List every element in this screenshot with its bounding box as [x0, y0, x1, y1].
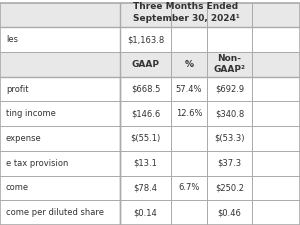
Bar — [0, 151, 300, 176]
Bar — [0, 176, 300, 200]
Bar — [0, 101, 300, 126]
Text: GAAP: GAAP — [131, 60, 160, 69]
Bar — [0, 2, 300, 27]
Text: %: % — [184, 60, 194, 69]
Text: $340.8: $340.8 — [215, 109, 244, 118]
Text: come per diluted share: come per diluted share — [6, 208, 104, 217]
Text: 6.7%: 6.7% — [178, 183, 200, 192]
Text: $37.3: $37.3 — [218, 159, 242, 168]
Text: $13.1: $13.1 — [134, 159, 158, 168]
Text: $78.4: $78.4 — [134, 183, 158, 192]
Text: $(55.1): $(55.1) — [130, 134, 160, 143]
Text: $1,163.8: $1,163.8 — [127, 35, 164, 44]
Bar — [0, 200, 300, 225]
Text: 12.6%: 12.6% — [176, 109, 202, 118]
Text: ting income: ting income — [6, 109, 56, 118]
Text: e tax provision: e tax provision — [6, 159, 68, 168]
Text: les: les — [6, 35, 18, 44]
Bar — [0, 126, 300, 151]
Text: $668.5: $668.5 — [131, 85, 160, 94]
Text: $0.14: $0.14 — [134, 208, 158, 217]
Text: $250.2: $250.2 — [215, 183, 244, 192]
Text: Three Months Ended
September 30, 2024¹: Three Months Ended September 30, 2024¹ — [133, 2, 239, 23]
Text: profit: profit — [6, 85, 28, 94]
Text: Non-
GAAP²: Non- GAAP² — [214, 54, 245, 74]
Text: 57.4%: 57.4% — [176, 85, 202, 94]
Text: $0.46: $0.46 — [218, 208, 242, 217]
Text: $692.9: $692.9 — [215, 85, 244, 94]
Text: come: come — [6, 183, 29, 192]
Bar — [0, 52, 300, 77]
Bar — [0, 27, 300, 52]
Text: $(53.3): $(53.3) — [214, 134, 245, 143]
Text: $146.6: $146.6 — [131, 109, 160, 118]
Text: expense: expense — [6, 134, 42, 143]
Bar — [0, 77, 300, 101]
